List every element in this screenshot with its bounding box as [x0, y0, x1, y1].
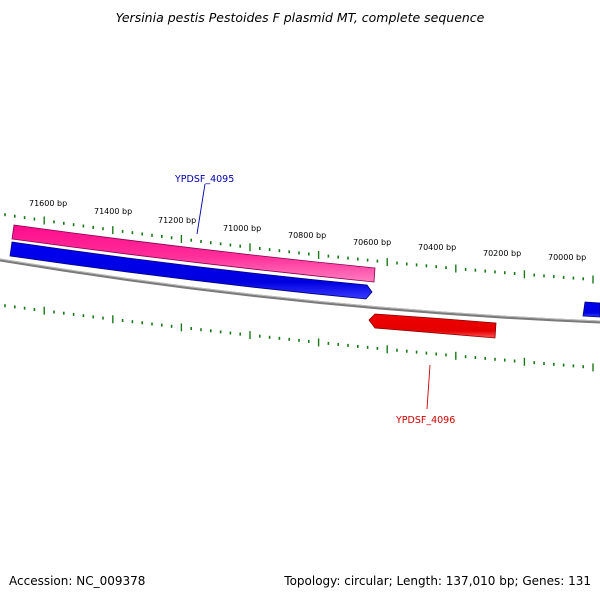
tick-label: 71000 bp: [223, 224, 261, 233]
map-title: Yersinia pestis Pestoides F plasmid MT, …: [115, 10, 485, 25]
tick-label: 70600 bp: [353, 238, 391, 247]
inner-ruler-ticks: [4, 304, 594, 372]
feature-pink[interactable]: [11, 224, 376, 283]
gene-ypdsf-4096[interactable]: [368, 313, 497, 339]
tick-label: 71400 bp: [94, 207, 132, 216]
tick-label: 71200 bp: [158, 216, 196, 225]
accession-text: Accession: NC_009378: [9, 574, 146, 588]
gene-right-edge[interactable]: [582, 301, 600, 318]
tick-label: 70400 bp: [418, 243, 456, 252]
outer-ruler-ticks: [4, 213, 594, 284]
label-connector-4096: [426, 364, 431, 410]
gene-label-ypdsf-4096[interactable]: YPDSF_4096: [395, 415, 455, 426]
gene-ypdsf-4095[interactable]: [9, 241, 373, 300]
gene-label-ypdsf-4095[interactable]: YPDSF_4095: [174, 174, 234, 185]
topology-summary: Topology: circular; Length: 137,010 bp; …: [284, 574, 591, 588]
tick-label: 71600 bp: [29, 199, 67, 208]
tick-label: 70000 bp: [548, 253, 586, 262]
tick-label: 70800 bp: [288, 231, 326, 240]
sequence-backbone: [0, 258, 600, 324]
tick-label: 70200 bp: [483, 249, 521, 258]
label-connector-4095: [196, 183, 206, 235]
